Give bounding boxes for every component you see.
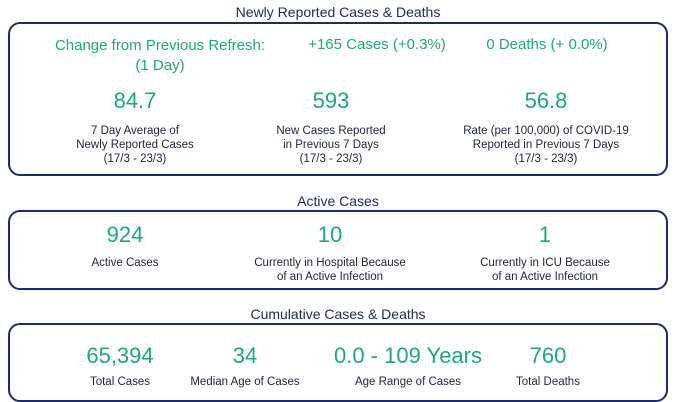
stat-in-hospital: 10 Currently in Hospital Because of an A… bbox=[230, 222, 430, 284]
stat-value: 56.8 bbox=[524, 88, 568, 113]
stat-in-icu: 1 Currently in ICU Because of an Active … bbox=[445, 222, 645, 284]
stat-label: Total Deaths bbox=[516, 376, 580, 388]
stat-label-line: (17/3 - 23/3) bbox=[299, 153, 363, 165]
stat-value: 0.0 - 109 Years bbox=[333, 343, 482, 368]
stat-label: New Cases Reported in Previous 7 Days (1… bbox=[226, 124, 436, 166]
stat-label: Total Cases bbox=[89, 376, 151, 388]
stat-age-range: 0.0 - 109 Years Age Range of Cases bbox=[328, 343, 488, 389]
cumulative-title: Cumulative Cases & Deaths bbox=[250, 306, 426, 322]
stat-label: Active Cases bbox=[30, 256, 220, 270]
stat-7day-average: 84.7 7 Day Average of Newly Reported Cas… bbox=[30, 88, 240, 166]
stat-value: 84.7 bbox=[113, 88, 157, 113]
stat-value: 34 bbox=[232, 343, 258, 368]
stat-label-line: of an Active Infection bbox=[276, 271, 384, 283]
change-from-previous-label: Change from Previous Refresh: (1 Day) bbox=[40, 36, 280, 76]
change-label-line2: (1 Day) bbox=[135, 57, 185, 74]
stat-label-line: of an Active Infection bbox=[491, 271, 599, 283]
stat-label: Median Age of Cases bbox=[190, 376, 300, 388]
stat-label: 7 Day Average of Newly Reported Cases (1… bbox=[30, 124, 240, 166]
active-cases-title: Active Cases bbox=[297, 193, 379, 209]
stat-label: Age Range of Cases bbox=[354, 376, 462, 388]
newly-reported-panel: Change from Previous Refresh: (1 Day) +1… bbox=[8, 22, 668, 176]
stat-label-line: New Cases Reported bbox=[276, 125, 386, 137]
cumulative-panel: 65,394 Total Cases 34 Median Age of Case… bbox=[8, 323, 668, 402]
stat-label-line: (17/3 - 23/3) bbox=[103, 153, 167, 165]
stat-label: Currently in ICU Because of an Active In… bbox=[445, 256, 645, 284]
stat-label-line: Currently in Hospital Because bbox=[254, 257, 406, 269]
stat-median-age: 34 Median Age of Cases bbox=[180, 343, 310, 389]
active-cases-panel: 924 Active Cases 10 Currently in Hospita… bbox=[8, 210, 668, 290]
stat-value: 10 bbox=[317, 222, 343, 247]
newly-reported-title: Newly Reported Cases & Deaths bbox=[235, 4, 441, 20]
stat-label-line: Active Cases bbox=[91, 257, 159, 269]
stat-label: Rate (per 100,000) of COVID-19 Reported … bbox=[436, 124, 656, 166]
stat-active-cases: 924 Active Cases bbox=[30, 222, 220, 270]
stat-total-deaths: 760 Total Deaths bbox=[488, 343, 608, 389]
stat-label-line: Rate (per 100,000) of COVID-19 bbox=[463, 125, 629, 137]
stat-new-cases-7days: 593 New Cases Reported in Previous 7 Day… bbox=[226, 88, 436, 166]
stat-label-line: Reported in Previous 7 Days bbox=[472, 139, 620, 151]
stat-label-line: Newly Reported Cases bbox=[76, 139, 194, 151]
change-label-line1: Change from Previous Refresh: bbox=[54, 37, 266, 54]
stat-value: 65,394 bbox=[86, 343, 154, 368]
stat-rate-per-100k: 56.8 Rate (per 100,000) of COVID-19 Repo… bbox=[436, 88, 656, 166]
stat-label-line: in Previous 7 Days bbox=[283, 139, 379, 151]
stat-label: Currently in Hospital Because of an Acti… bbox=[230, 256, 430, 284]
deaths-change-value: 0 Deaths (+ 0.0%) bbox=[486, 36, 608, 53]
stat-label-line: (17/3 - 23/3) bbox=[514, 153, 578, 165]
cases-change-value: +165 Cases (+0.3%) bbox=[308, 36, 446, 53]
stat-total-cases: 65,394 Total Cases bbox=[60, 343, 180, 389]
stat-value: 593 bbox=[312, 88, 350, 113]
stat-label-line: Currently in ICU Because bbox=[480, 257, 610, 269]
stat-value: 760 bbox=[529, 343, 567, 368]
stat-value: 924 bbox=[106, 222, 144, 247]
stat-label-line: 7 Day Average of bbox=[90, 125, 179, 137]
stat-value: 1 bbox=[538, 222, 552, 247]
